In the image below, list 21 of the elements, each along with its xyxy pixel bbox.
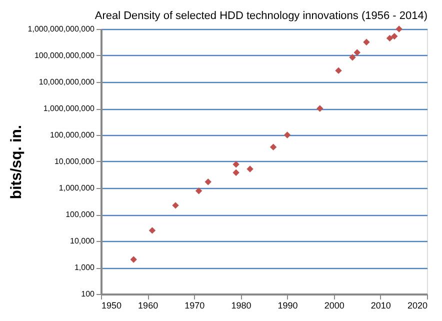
y-axis-title: bits/sq. in. bbox=[8, 124, 25, 200]
x-tick-label: 2010 bbox=[370, 300, 391, 310]
y-tick-label: 10,000,000 bbox=[54, 157, 96, 166]
y-tick-label: 100,000,000,000 bbox=[34, 51, 96, 60]
x-tick-label: 1960 bbox=[138, 300, 158, 310]
chart-title: Areal Density of selected HDD technology innovations (1956 - 2014) bbox=[94, 10, 428, 22]
x-tick-label: 2020 bbox=[407, 300, 428, 310]
y-tick-label: 10,000,000,000 bbox=[38, 78, 96, 86]
x-tick-label: 1980 bbox=[231, 300, 252, 310]
y-tick-label: 1,000,000 bbox=[58, 184, 96, 192]
x-tick-label: 1950 bbox=[102, 300, 122, 310]
y-tick-label: 100 bbox=[81, 290, 96, 298]
y-tick-label: 1,000 bbox=[74, 263, 96, 272]
x-tick-label: 1990 bbox=[278, 300, 298, 310]
y-tick-label: 10,000 bbox=[70, 236, 96, 246]
y-tick-label: 1,000,000,000 bbox=[43, 104, 96, 113]
y-tick-label: 100,000 bbox=[66, 210, 96, 219]
x-tick-label: 1970 bbox=[184, 300, 205, 310]
y-tick-label: 1,000,000,000,000 bbox=[28, 24, 96, 34]
y-tick-label: 100,000,000 bbox=[50, 130, 96, 140]
x-tick-label: 2000 bbox=[324, 300, 344, 310]
